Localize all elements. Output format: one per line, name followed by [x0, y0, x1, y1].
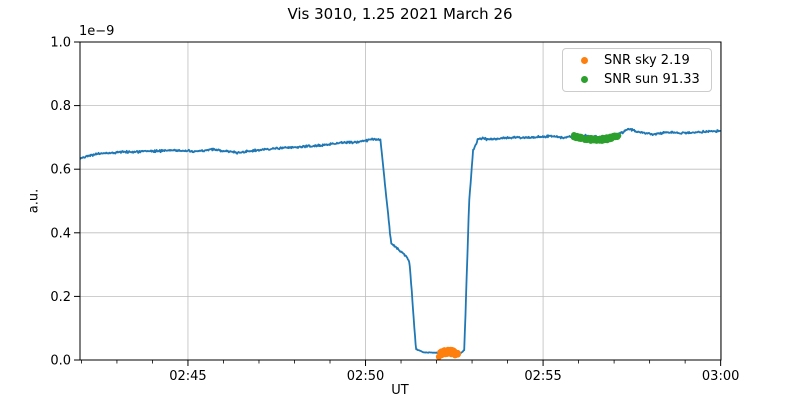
legend-entry: SNR sky 2.19 [569, 51, 705, 70]
y-tick-label: 0.0 [50, 354, 71, 369]
x-tick-label: 02:50 [347, 369, 384, 384]
legend-marker-icon [581, 57, 588, 64]
scatter-point [451, 348, 458, 355]
chart-title: Vis 3010, 1.25 2021 March 26 [287, 5, 513, 23]
x-tick-label: 02:45 [169, 369, 206, 384]
scatter-point [601, 136, 608, 143]
y-tick-label: 0.6 [50, 163, 71, 178]
y-axis-offset-text: 1e−9 [79, 24, 115, 39]
x-tick-label: 03:00 [702, 369, 739, 384]
sky-scatter [435, 346, 462, 360]
y-tick-label: 0.2 [50, 290, 71, 305]
legend-entry-label: SNR sky 2.19 [604, 53, 690, 68]
x-axis-label: UT [391, 383, 409, 398]
scatter-point [439, 349, 446, 356]
scatter-point [574, 133, 581, 140]
scatter-point [590, 137, 597, 144]
legend-marker-icon [581, 76, 588, 83]
scatter-point [607, 136, 613, 143]
sun-scatter [570, 132, 622, 144]
y-tick-label: 1.0 [50, 36, 71, 51]
legend: SNR sky 2.19 SNR sun 91.33 [562, 48, 712, 92]
scatter-point [614, 134, 621, 140]
scatter-point [595, 136, 602, 143]
scatter-point [579, 134, 586, 141]
legend-entry-label: SNR sun 91.33 [604, 72, 700, 87]
legend-entry: SNR sun 91.33 [569, 70, 705, 89]
signal-line [79, 127, 721, 355]
axes-spines [79, 41, 722, 361]
x-tick-label: 02:55 [524, 369, 561, 384]
y-tick-label: 0.8 [50, 99, 71, 114]
y-tick-label: 0.4 [50, 226, 71, 241]
